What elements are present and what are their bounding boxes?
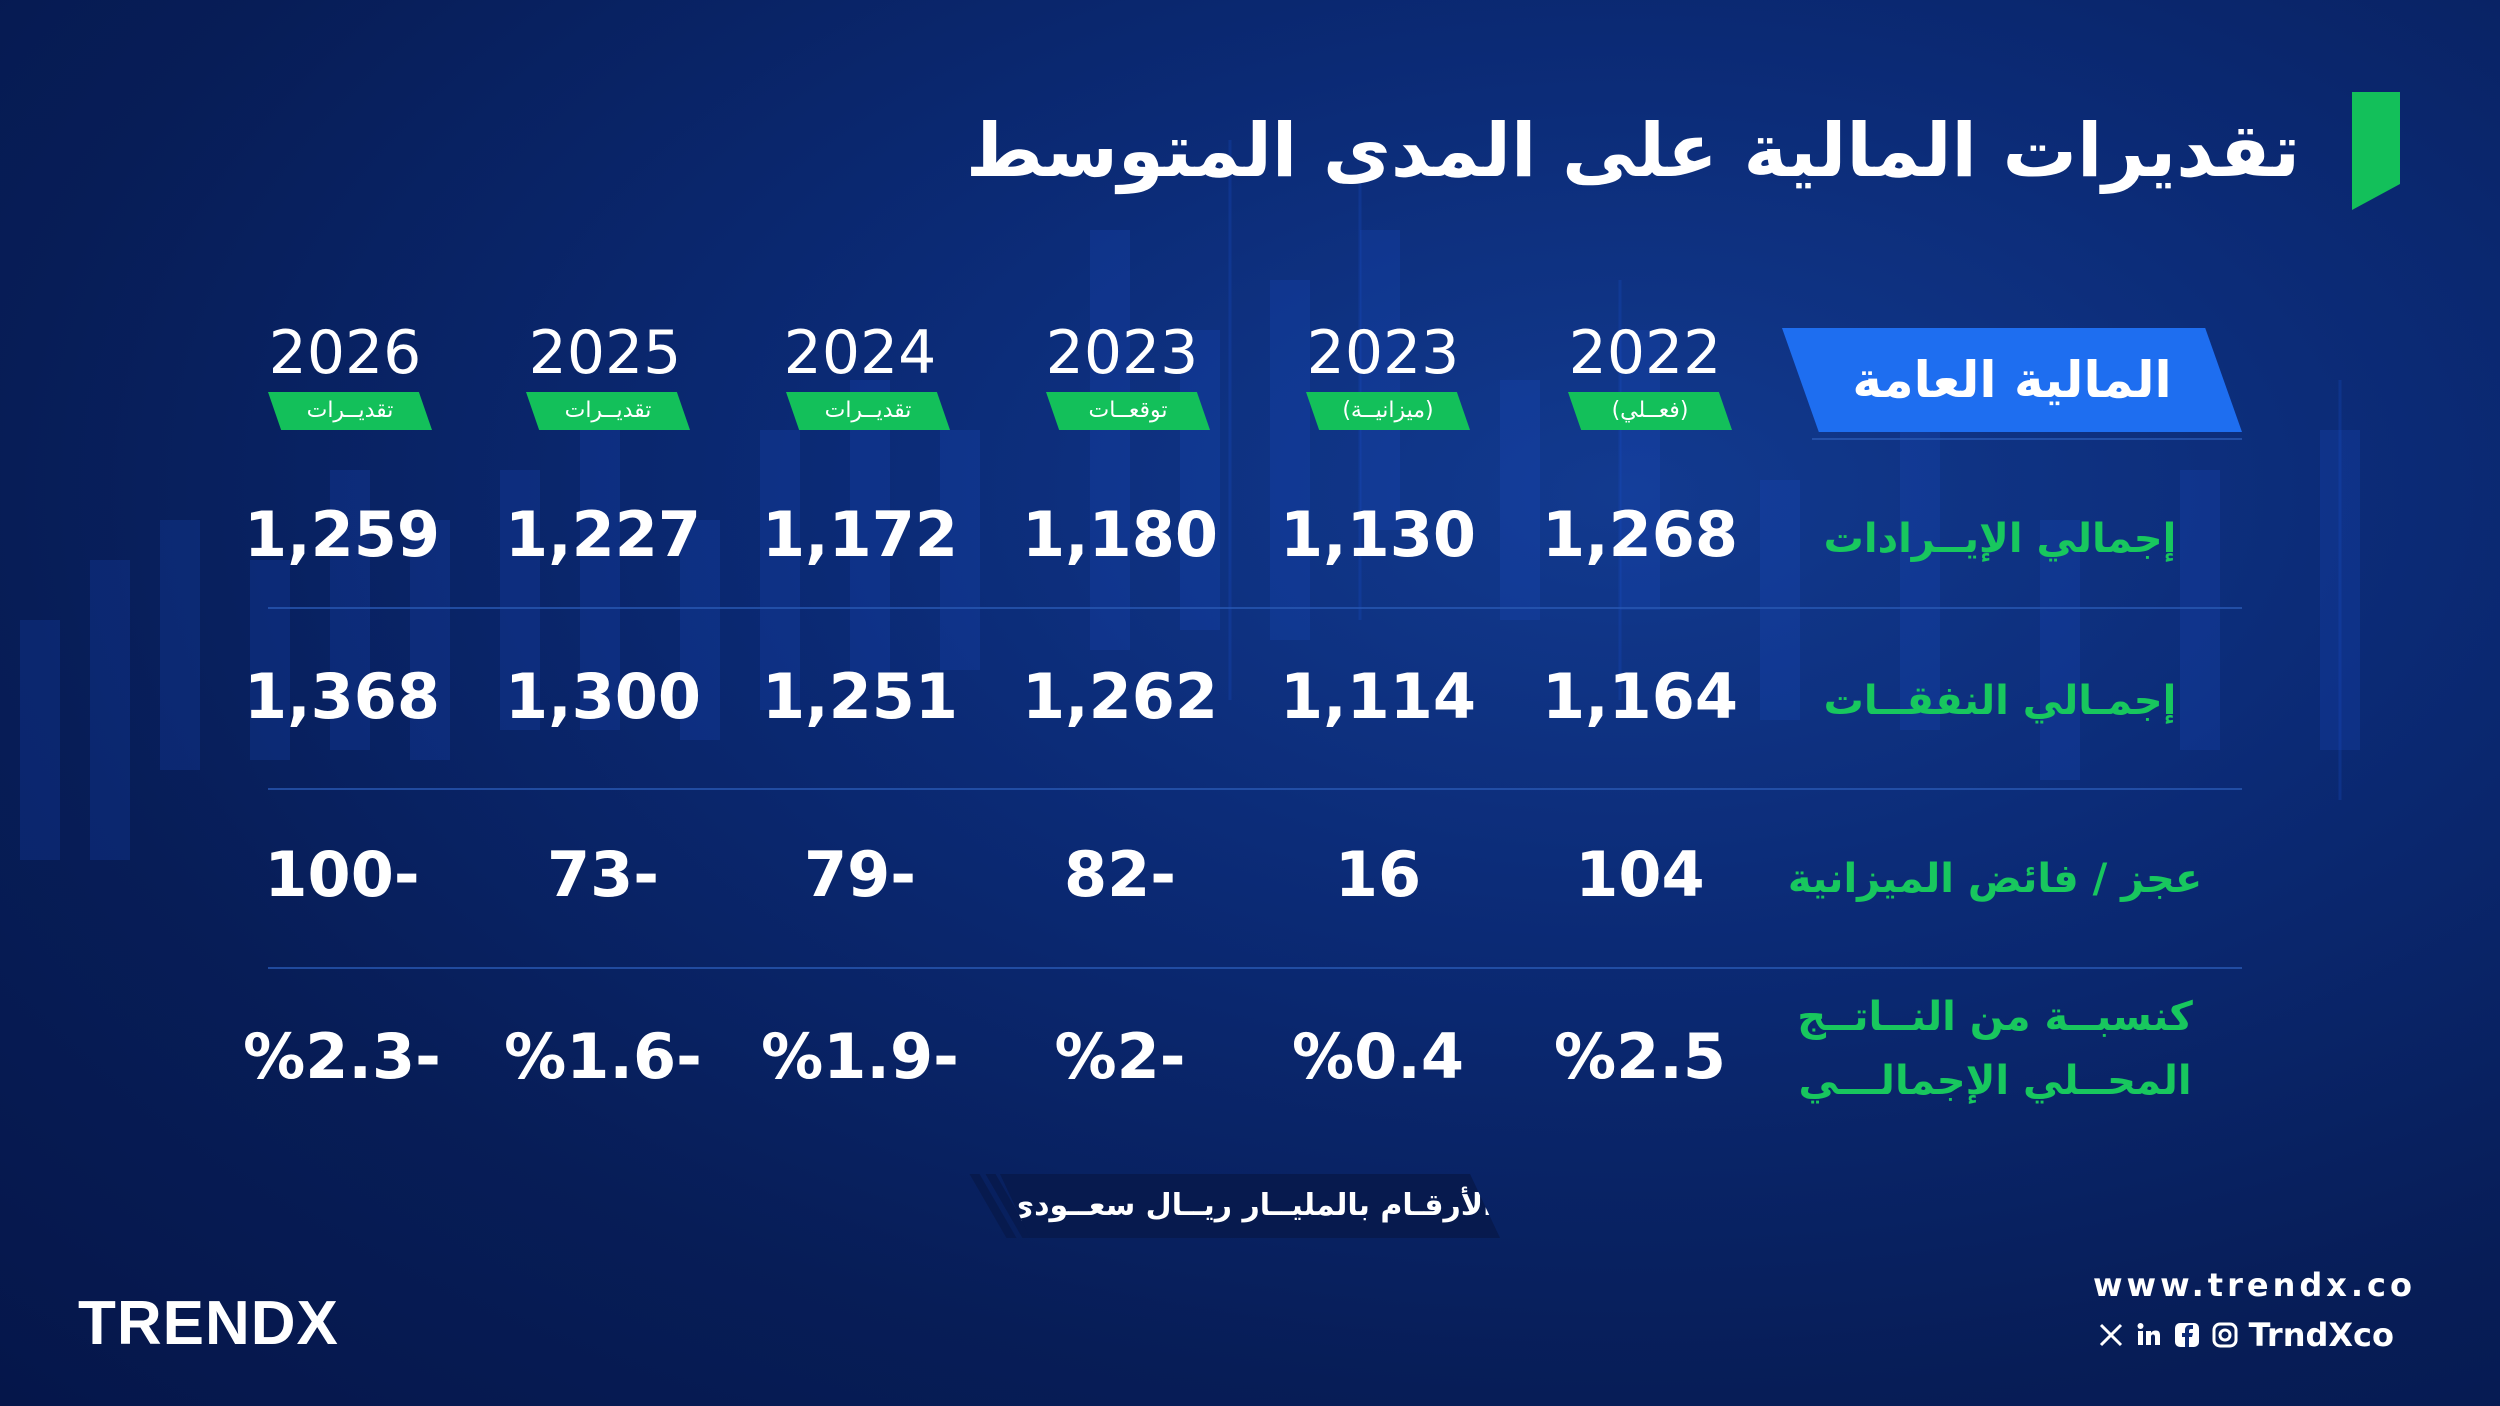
cell-value: 100- bbox=[264, 838, 420, 911]
social-links: TrndXco bbox=[2097, 1316, 2394, 1354]
column-badge: تقديــرات bbox=[786, 392, 950, 430]
cell-value: 82- bbox=[1063, 838, 1176, 911]
units-note: الأرقـام بالمليــار ريــال سعــودي bbox=[1000, 1174, 1500, 1238]
cell-value: %0.4 bbox=[1292, 1020, 1464, 1093]
cell-value: 1,172 bbox=[761, 498, 959, 571]
row-label-gdp-ratio-line1: كنسبــة من النــاتــج bbox=[1797, 994, 2193, 1040]
row-label-balance: عجز / فائض الميزانية bbox=[1787, 856, 2203, 902]
column-year: 2024 bbox=[783, 318, 937, 388]
cell-value: 1,164 bbox=[1541, 660, 1739, 733]
cell-value: 1,268 bbox=[1541, 498, 1739, 571]
column-year: 2025 bbox=[528, 318, 682, 388]
column-badge: تقديــرات bbox=[268, 392, 432, 430]
column-badge: (ميزانيــة) bbox=[1306, 392, 1470, 430]
cell-value: 1,259 bbox=[243, 498, 441, 571]
cell-value: 1,227 bbox=[504, 498, 702, 571]
cell-value: %1.6- bbox=[504, 1020, 702, 1093]
row-label-revenue: إجمالي الإيــرادات bbox=[1823, 516, 2177, 562]
cell-value: 1,180 bbox=[1021, 498, 1219, 571]
cell-value: 1,300 bbox=[504, 660, 702, 733]
cell-value: 1,130 bbox=[1279, 498, 1477, 571]
cell-value: %2.5 bbox=[1554, 1020, 1726, 1093]
section-header-label: المالية العامة bbox=[1782, 328, 2242, 432]
cell-value: %2.3- bbox=[243, 1020, 441, 1093]
row-label-gdp-ratio-line2: المحــلي الإجمالـــي bbox=[1798, 1058, 2192, 1104]
instagram-icon[interactable] bbox=[2211, 1321, 2239, 1349]
cell-value: 79- bbox=[803, 838, 916, 911]
social-handle[interactable]: TrndXco bbox=[2248, 1316, 2394, 1354]
row-label-expenditure: إجمـالي النفقــات bbox=[1823, 678, 2177, 724]
cell-value: 1,114 bbox=[1279, 660, 1477, 733]
column-year: 2023 bbox=[1306, 318, 1460, 388]
column-year: 2022 bbox=[1568, 318, 1722, 388]
row-divider bbox=[268, 607, 2242, 609]
page-title: تقديرات المالية على المدى المتوسط bbox=[965, 108, 2300, 194]
cell-value: %2- bbox=[1054, 1020, 1186, 1093]
cell-value: 1,262 bbox=[1021, 660, 1219, 733]
column-year: 2026 bbox=[268, 318, 422, 388]
column-badge: توقعــات bbox=[1046, 392, 1210, 430]
cell-value: %1.9- bbox=[761, 1020, 959, 1093]
row-divider bbox=[268, 788, 2242, 790]
x-icon[interactable] bbox=[2097, 1321, 2125, 1349]
row-divider bbox=[268, 967, 2242, 969]
cell-value: 73- bbox=[546, 838, 659, 911]
cell-value: 104 bbox=[1575, 838, 1705, 911]
cell-value: 16 bbox=[1334, 838, 1422, 911]
brand-logo: TRENDX bbox=[78, 1289, 339, 1358]
column-badge: (فعــلي) bbox=[1568, 392, 1732, 430]
cell-value: 1,368 bbox=[243, 660, 441, 733]
column-badge: تقديــرات bbox=[526, 392, 690, 430]
facebook-icon[interactable] bbox=[2173, 1321, 2201, 1349]
column-year: 2023 bbox=[1045, 318, 1199, 388]
website-link[interactable]: www.trendx.co bbox=[2092, 1266, 2416, 1304]
cell-value: 1,251 bbox=[761, 660, 959, 733]
header-underline bbox=[1812, 438, 2242, 440]
linkedin-icon[interactable] bbox=[2135, 1321, 2163, 1349]
